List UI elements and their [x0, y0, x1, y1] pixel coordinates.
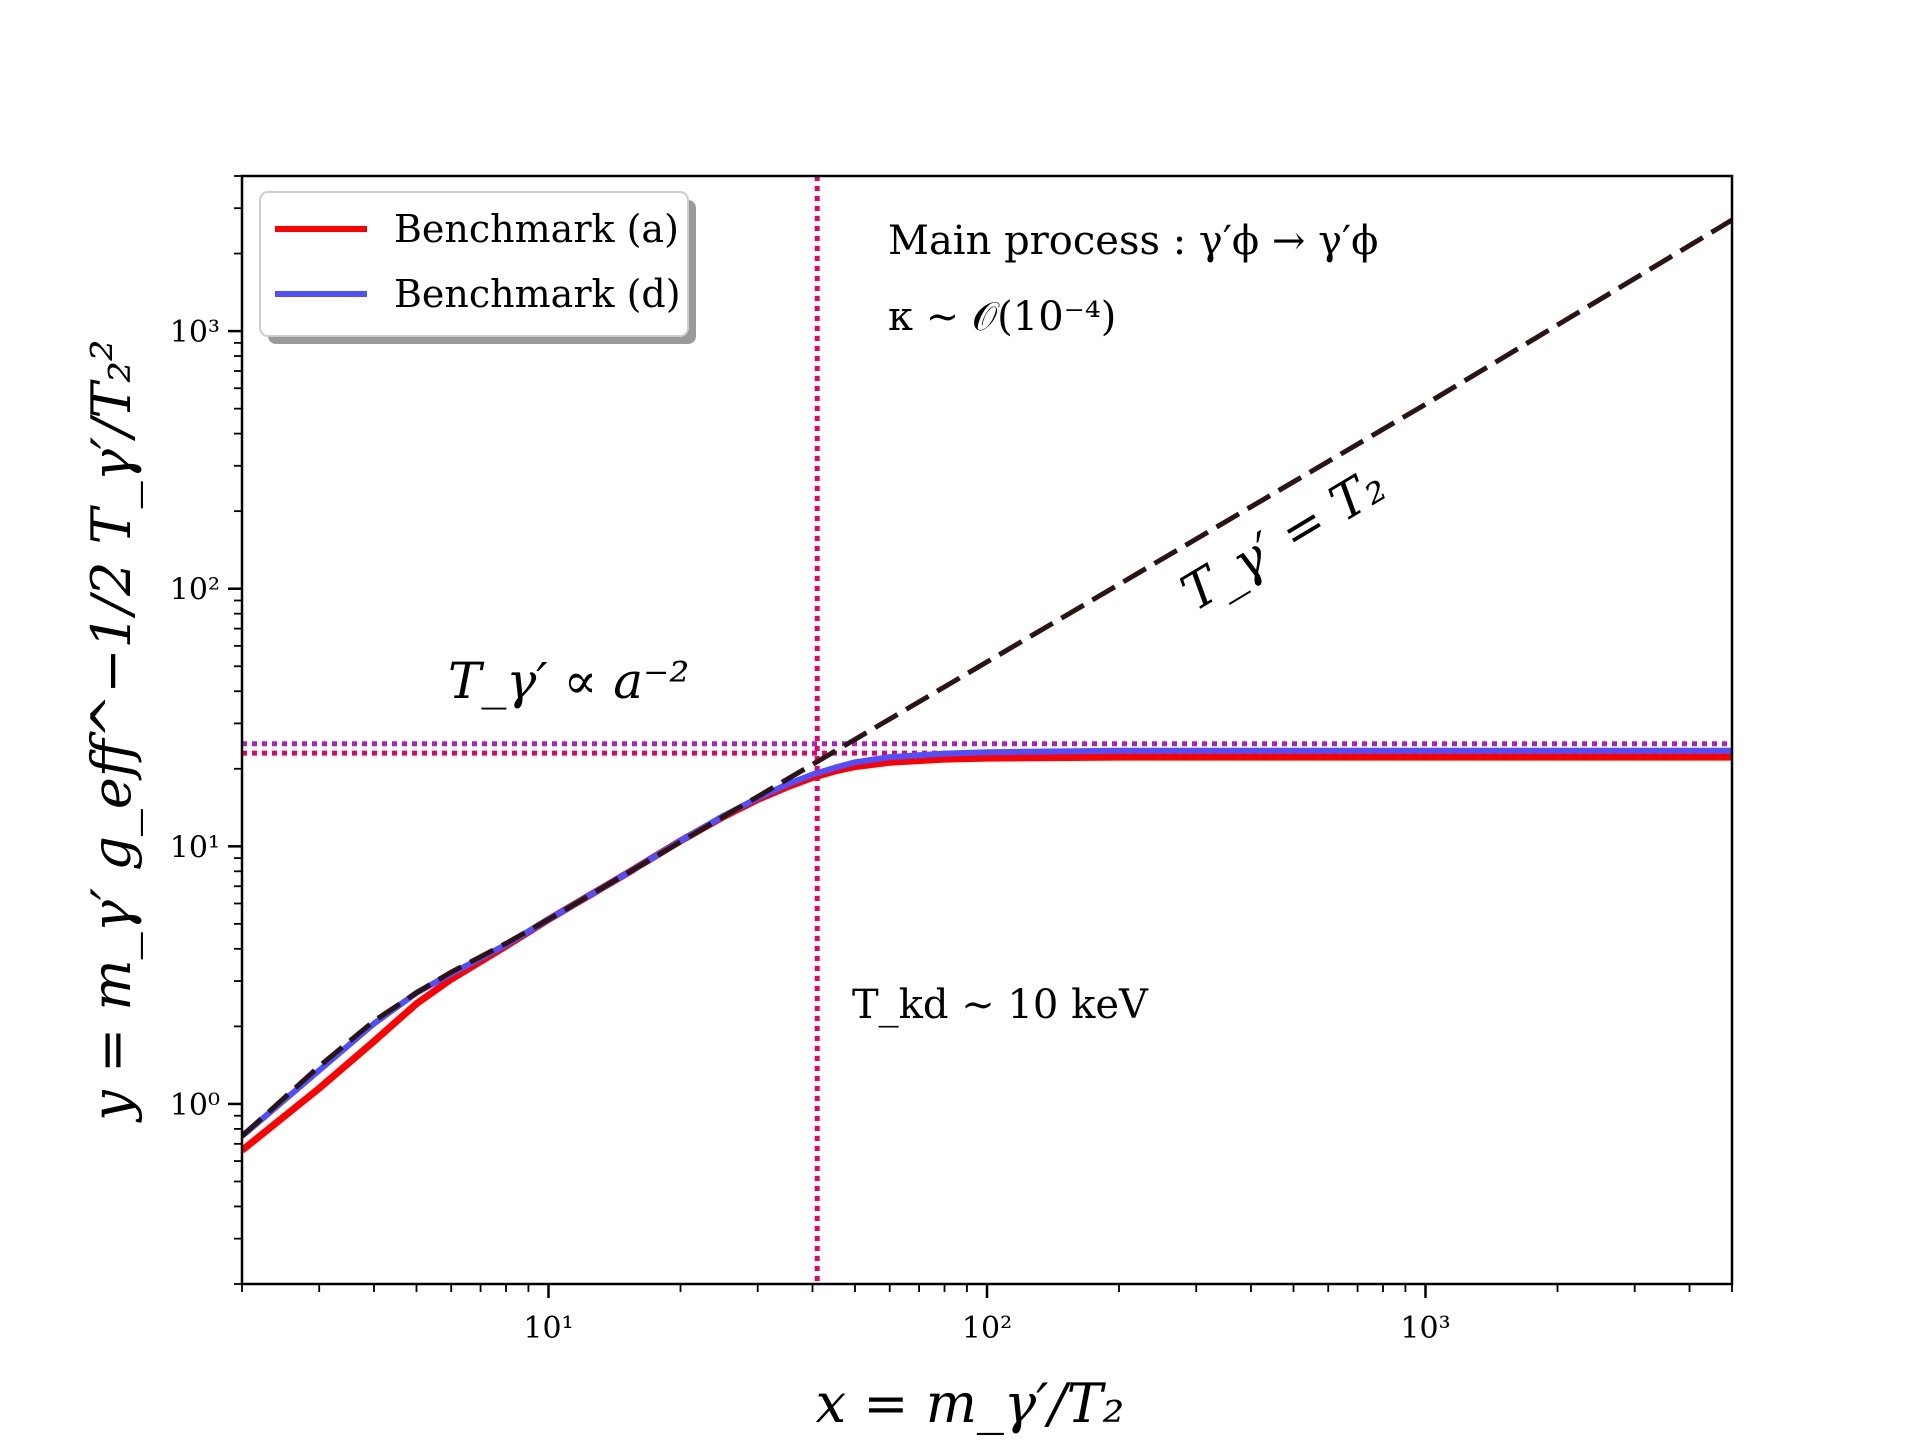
y-tick-label: 10²	[170, 573, 220, 608]
annotation-tkd: T_kd ∼ 10 keV	[852, 982, 1149, 1028]
legend-label-d: Benchmark (d)	[394, 272, 681, 316]
series-line-2	[242, 217, 1732, 1138]
legend: Benchmark (a) Benchmark (d)	[259, 191, 696, 344]
legend-label-a: Benchmark (a)	[394, 207, 679, 251]
y-tick-label: 10³	[170, 315, 220, 350]
x-tick-label: 10¹	[523, 1311, 573, 1346]
x-tick-label: 10³	[1400, 1311, 1450, 1346]
y-tick-label: 10¹	[170, 830, 220, 865]
annotation-proportional: T_γ′ ∝ a⁻²	[448, 652, 689, 710]
y-axis-ticks	[228, 175, 242, 1285]
x-axis-title: x = m_γ′/T₂	[816, 1372, 1125, 1435]
y-axis-tick-labels: 10⁰ 10¹ 10² 10³	[170, 315, 220, 1123]
x-axis-ticks	[241, 1284, 1733, 1298]
x-tick-label: 10²	[962, 1311, 1012, 1346]
y-tick-label: 10⁰	[170, 1088, 220, 1123]
series-layer	[242, 217, 1732, 1154]
y-axis-title: y = m_γ′ g_eff^−1/2 T_γ′/T₂²	[80, 339, 143, 1122]
plot-area	[242, 176, 1732, 1284]
annotation-kappa: κ ∼ 𝒪(10⁻⁴)	[888, 294, 1116, 340]
x-axis-tick-labels: 10¹ 10² 10³	[523, 1311, 1450, 1346]
annotation-main-process: Main process : γ′ϕ → γ′ϕ	[888, 218, 1378, 264]
